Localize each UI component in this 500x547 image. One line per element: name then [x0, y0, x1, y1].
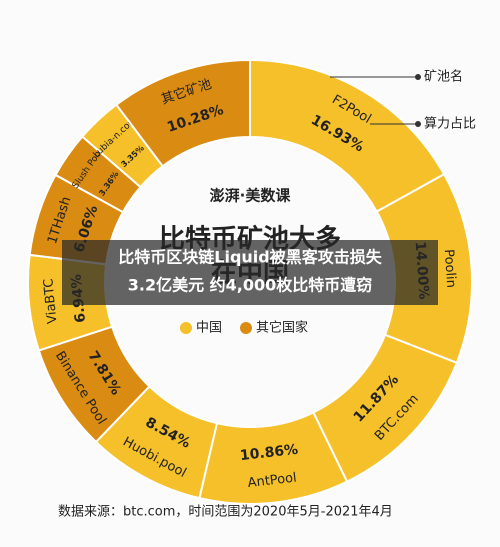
source: 数据来源：btc.com，时间范围为2020年5月-2021年4月 [58, 505, 393, 520]
legend-swatch [240, 322, 252, 334]
legend-label: 其它国家 [256, 320, 308, 336]
slice-name: Poolin [441, 249, 459, 289]
logo: 澎湃·美数课 [210, 187, 292, 205]
banner [62, 240, 438, 305]
slice-value: 10.86% [239, 442, 299, 464]
banner-text: 3.2亿美元 约4,000枚比特币遭窃 [128, 276, 373, 295]
slice [114, 58, 251, 168]
legend-label: 中国 [196, 321, 222, 336]
slice-name: ViaBTC [41, 278, 60, 325]
annotation-dot [415, 74, 421, 80]
annotation: 算力占比 [424, 117, 476, 132]
annotation: 矿池名 [424, 69, 463, 85]
slice-name: AntPool [247, 471, 297, 491]
banner-text: 比特币区块链Liquid被黑客攻击损失 [118, 248, 382, 267]
annotation-dot [415, 121, 421, 127]
legend-swatch [180, 322, 192, 334]
